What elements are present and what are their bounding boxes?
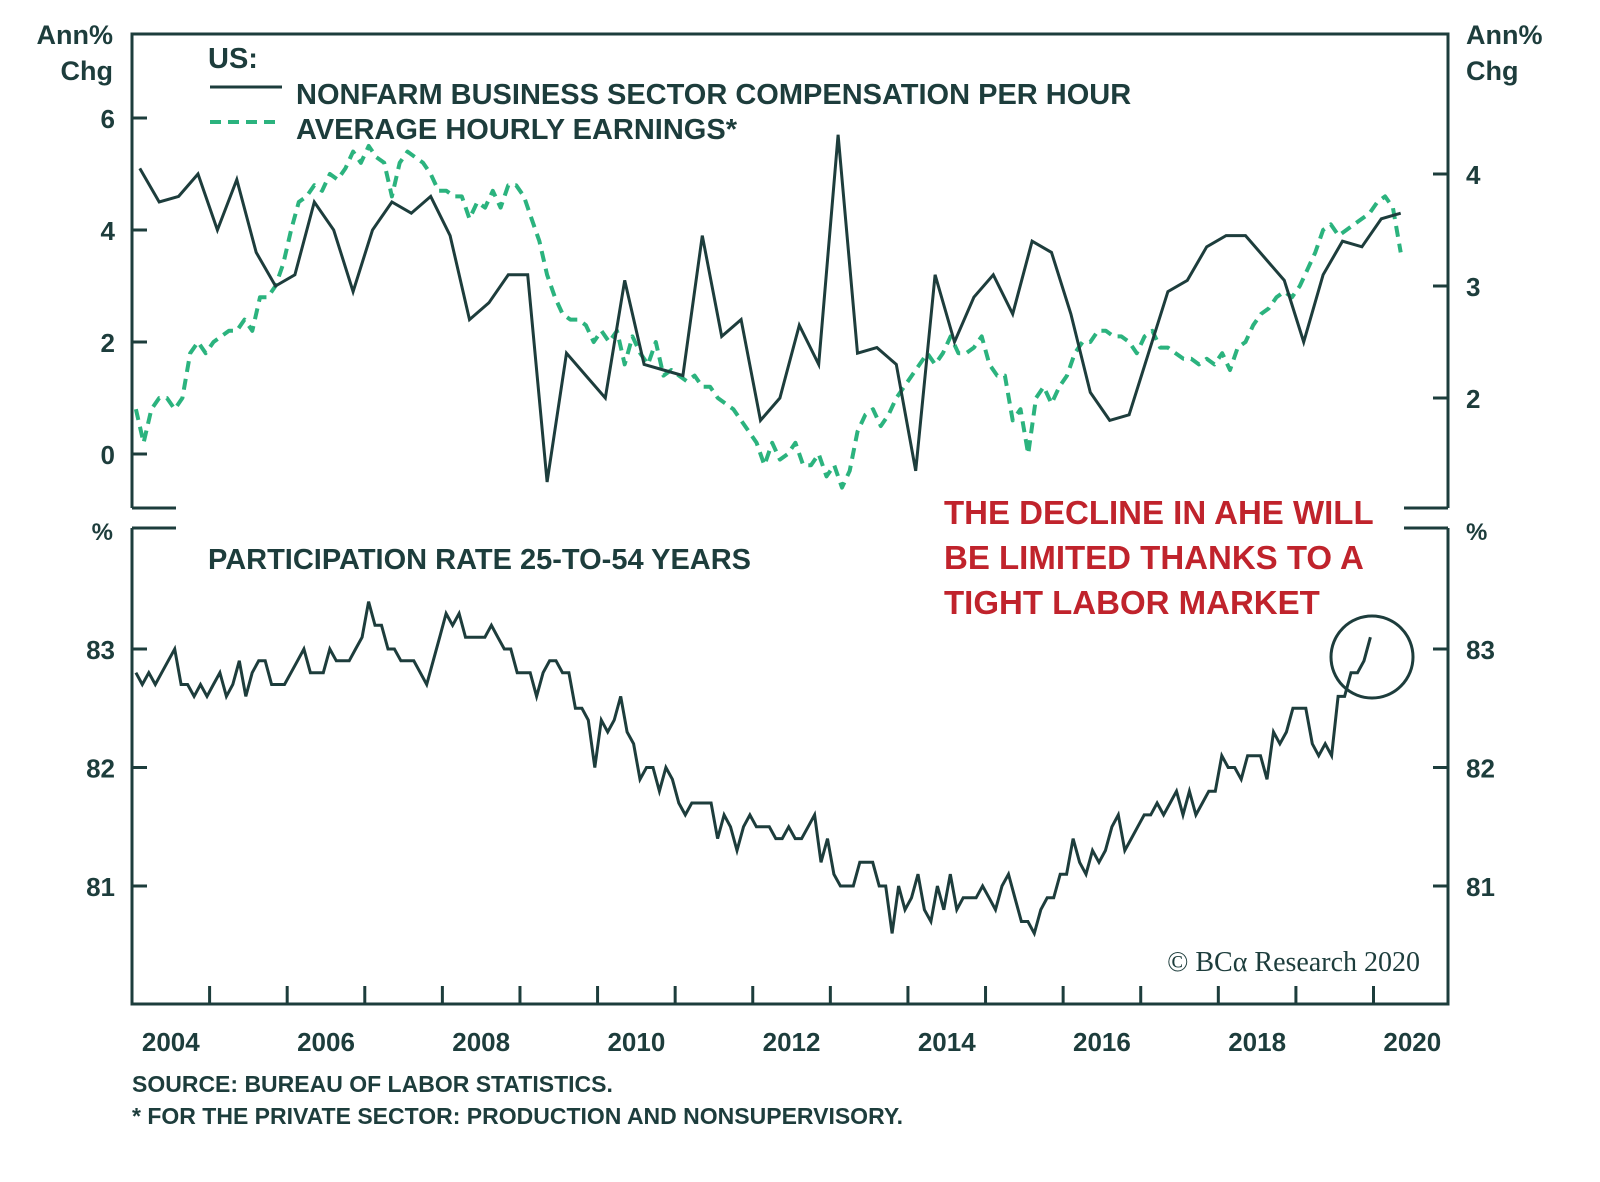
top-right-tick-label: 3 — [1466, 272, 1480, 302]
top-left-tick-label: 4 — [101, 216, 116, 246]
top-left-axis-unit-line1: Ann% — [37, 20, 114, 50]
legend-label-compensation: NONFARM BUSINESS SECTOR COMPENSATION PER… — [296, 79, 1131, 111]
annotation-line-3: TIGHT LABOR MARKET — [944, 584, 1320, 621]
top-right-tick-label: 4 — [1466, 160, 1481, 190]
top-left-tick-label: 2 — [101, 328, 115, 358]
bottom-right-axis-unit: % — [1466, 519, 1487, 546]
series-nonfarm-compensation — [138, 134, 1402, 483]
x-tick-label: 2012 — [763, 1027, 821, 1057]
x-tick-label: 2020 — [1383, 1027, 1441, 1057]
watermark: © BCα Research 2020 — [1167, 947, 1420, 978]
bottom-left-tick-label: 83 — [86, 635, 115, 665]
legend-label-ahe: AVERAGE HOURLY EARNINGS* — [296, 114, 738, 146]
x-axis-labels: 2004 2006 2008 2010 2012 2014 2016 2018 2020 — [142, 1027, 1441, 1057]
x-tick-label: 2006 — [297, 1027, 355, 1057]
bottom-left-tick-label: 82 — [86, 754, 115, 784]
top-panel-frame — [130, 32, 1450, 510]
participation-panel-title: PARTICIPATION RATE 25-TO-54 YEARS — [208, 544, 751, 576]
top-right-tick-label: 2 — [1466, 384, 1480, 414]
private-sector-footnote: * FOR THE PRIVATE SECTOR: PRODUCTION AND… — [132, 1103, 903, 1129]
top-left-tick-label: 0 — [101, 440, 115, 470]
bottom-right-tick-label: 81 — [1466, 872, 1495, 902]
bottom-left-tick-label: 81 — [86, 872, 115, 902]
legend: US: NONFARM BUSINESS SECTOR COMPENSATION… — [208, 43, 1131, 146]
series-participation-rate — [134, 601, 1372, 938]
top-right-axis-unit-line2: Chg — [1466, 56, 1518, 86]
annotation-line-2: BE LIMITED THANKS TO A — [944, 539, 1364, 576]
series-layer — [133, 134, 1403, 938]
highlight-circle — [1329, 614, 1415, 700]
top-right-axis-unit-line1: Ann% — [1466, 20, 1543, 50]
bottom-right-tick-label: 82 — [1466, 754, 1495, 784]
x-tick-label: 2016 — [1073, 1027, 1131, 1057]
x-tick-label: 2004 — [142, 1027, 200, 1057]
x-tick-label: 2008 — [452, 1027, 510, 1057]
top-left-axis-unit-line2: Chg — [61, 56, 113, 86]
annotation: THE DECLINE IN AHE WILL BE LIMITED THANK… — [944, 494, 1374, 621]
annotation-line-1: THE DECLINE IN AHE WILL — [944, 494, 1374, 531]
x-tick-label: 2010 — [607, 1027, 665, 1057]
series-average-hourly-earnings — [133, 144, 1403, 490]
top-left-tick-label: 6 — [101, 104, 115, 134]
legend-title: US: — [208, 43, 258, 75]
bottom-left-axis-unit: % — [92, 519, 113, 546]
x-tick-label: 2018 — [1228, 1027, 1286, 1057]
ticks-layer: 0 2 4 6 2 3 4 81 81 82 82 83 83 — [86, 104, 1495, 1004]
source-footnote: SOURCE: BUREAU OF LABOR STATISTICS. — [132, 1071, 613, 1097]
x-tick-label: 2014 — [918, 1027, 976, 1057]
bottom-right-tick-label: 83 — [1466, 635, 1495, 665]
